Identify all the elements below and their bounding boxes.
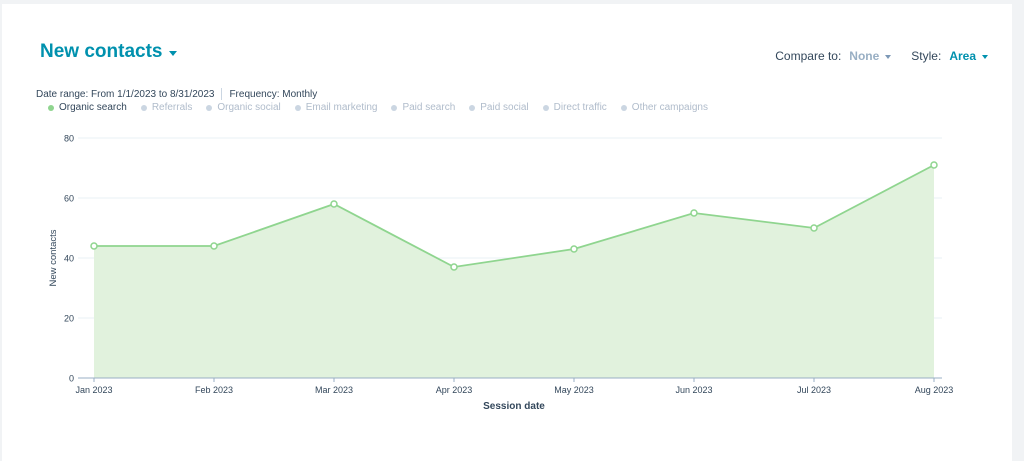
legend-item[interactable]: Referrals — [140, 102, 193, 113]
series-area — [94, 165, 934, 378]
legend-item[interactable]: Paid search — [391, 102, 455, 113]
x-tick-label: Mar 2023 — [315, 385, 353, 395]
data-point — [570, 245, 578, 253]
data-point — [210, 242, 218, 250]
legend-dot-icon — [48, 104, 54, 111]
x-tick-label: Aug 2023 — [915, 385, 954, 395]
x-tick-label: Jun 2023 — [675, 385, 712, 395]
legend-item[interactable]: Organic search — [48, 102, 127, 113]
style-value: Area — [949, 49, 976, 63]
x-tick-label: May 2023 — [554, 385, 594, 395]
data-point — [450, 263, 458, 271]
chevron-down-icon — [169, 50, 178, 56]
compare-control: Compare to: None — [775, 49, 892, 63]
y-tick-label: 0 — [69, 374, 74, 384]
y-axis-title: New contacts — [48, 229, 59, 286]
x-axis-title: Session date — [483, 401, 545, 412]
legend-label: Email marketing — [305, 102, 378, 113]
legend-dot-icon — [391, 104, 398, 111]
data-point — [930, 161, 938, 169]
legend-dot-icon — [294, 104, 301, 111]
y-tick-label: 40 — [64, 254, 74, 264]
data-point — [90, 242, 98, 250]
legend-label: Paid social — [480, 102, 529, 113]
legend-item[interactable]: Paid social — [469, 102, 529, 113]
report-title: New contacts — [40, 41, 163, 62]
data-point — [690, 209, 698, 217]
chevron-down-icon — [982, 55, 988, 59]
legend-dot-icon — [469, 104, 476, 111]
frequency: Frequency: Monthly — [229, 88, 318, 100]
legend-label: Other campaigns — [631, 102, 708, 113]
date-range: Date range: From 1/1/2023 to 8/31/2023 — [36, 88, 215, 100]
compare-label: Compare to: — [775, 49, 842, 63]
legend-item[interactable]: Other campaigns — [620, 102, 708, 113]
legend-item[interactable]: Organic social — [206, 102, 281, 113]
chart-controls: Compare to: None Style: Area — [775, 49, 988, 63]
compare-dropdown[interactable]: None — [849, 49, 892, 63]
report-meta: Date range: From 1/1/2023 to 8/31/2023 F… — [36, 88, 317, 100]
legend-label: Direct traffic — [553, 102, 607, 113]
legend-dot-icon — [542, 104, 549, 111]
divider — [221, 88, 223, 100]
style-label: Style: — [911, 49, 942, 63]
legend-dot-icon — [206, 104, 213, 111]
y-tick-label: 80 — [64, 134, 74, 144]
style-control: Style: Area — [911, 49, 988, 63]
x-tick-label: Apr 2023 — [436, 385, 473, 395]
style-dropdown[interactable]: Area — [949, 49, 988, 63]
legend-label: Paid search — [402, 102, 456, 113]
y-tick-label: 60 — [64, 194, 74, 204]
legend-item[interactable]: Email marketing — [294, 102, 378, 113]
y-tick-label: 20 — [64, 314, 74, 324]
legend-dot-icon — [620, 104, 627, 111]
chevron-down-icon — [885, 55, 892, 59]
x-tick-label: Jan 2023 — [75, 385, 112, 395]
chart-legend: Organic search Referrals Organic social … — [48, 102, 722, 113]
data-point — [810, 224, 818, 232]
series-line — [94, 164, 935, 268]
compare-value: None — [849, 49, 880, 63]
legend-dot-icon — [140, 104, 147, 111]
data-point — [330, 200, 338, 208]
x-tick-label: Jul 2023 — [797, 385, 831, 395]
legend-label: Referrals — [151, 102, 193, 113]
legend-label: Organic social — [217, 102, 281, 113]
x-tick-label: Feb 2023 — [195, 385, 233, 395]
report-title-dropdown[interactable]: New contacts — [40, 41, 178, 63]
legend-label: Organic search — [59, 102, 127, 113]
legend-item[interactable]: Direct traffic — [542, 102, 607, 113]
